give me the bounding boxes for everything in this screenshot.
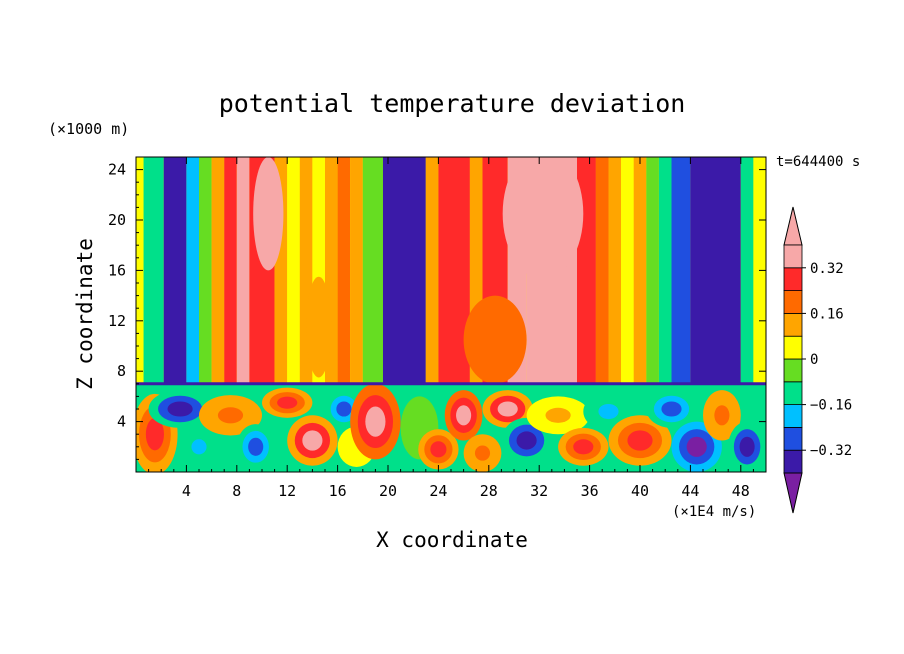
colorbar-segment	[783, 290, 803, 314]
upper-patch	[306, 276, 332, 378]
colorbar-segment	[783, 449, 803, 474]
x-tick-label: 8	[232, 482, 241, 500]
y-tick-label: 24	[108, 161, 126, 179]
y-tick-label: 16	[108, 261, 126, 279]
upper-column	[671, 157, 691, 384]
lower-blob	[686, 436, 707, 457]
lower-blob	[365, 406, 386, 437]
colorbar-segment	[783, 244, 803, 269]
upper-column	[143, 157, 164, 384]
lower-blob	[248, 437, 264, 456]
x-tick-label: 48	[732, 482, 750, 500]
colorbar-segment	[783, 335, 803, 360]
colorbar-segment	[783, 426, 803, 451]
x-axis-label: X coordinate	[376, 528, 528, 552]
x-unit-label: (×1E4 m/s)	[672, 504, 756, 520]
upper-column	[740, 157, 754, 384]
lower-blob	[661, 401, 682, 417]
colorbar-label: 0.16	[810, 306, 844, 322]
colorbar-label: −0.16	[810, 398, 852, 414]
upper-patch	[253, 157, 284, 271]
lower-blob	[714, 405, 730, 426]
lower-blob	[430, 441, 447, 458]
upper-column	[690, 157, 741, 384]
x-tick-label: 32	[530, 482, 548, 500]
upper-column	[362, 157, 383, 384]
upper-column	[608, 157, 622, 384]
upper-column	[621, 157, 634, 384]
lower-blob	[474, 445, 491, 461]
chart-title: potential temperature deviation	[219, 89, 686, 118]
upper-patch	[502, 157, 584, 280]
colorbar-label: 0	[810, 352, 818, 368]
y-tick-label: 4	[117, 413, 126, 431]
lower-blob	[336, 401, 352, 417]
lower-blob	[516, 431, 537, 450]
lower-blob	[456, 405, 472, 426]
lower-blob	[191, 439, 207, 455]
y-axis-label: Z coordinate	[73, 238, 97, 390]
y-tick-label: 12	[108, 312, 126, 330]
colorbar-label: −0.32	[810, 443, 852, 459]
upper-column	[163, 157, 187, 384]
colorbar-segment	[783, 381, 803, 405]
upper-column	[438, 157, 451, 384]
upper-column	[350, 157, 363, 384]
upper-patch	[463, 295, 527, 384]
lower-blob	[739, 436, 755, 457]
x-tick-label: 20	[379, 482, 397, 500]
colorbar-segment	[783, 404, 803, 428]
colorbar: 0.32 0.16 0 −0.16 −0.32	[783, 206, 852, 514]
x-tick-label: 44	[681, 482, 699, 500]
x-tick-label: 24	[429, 482, 447, 500]
upper-column	[658, 157, 672, 384]
y-axis: 4 8 12 16 20 24	[108, 161, 766, 460]
upper-column	[646, 157, 659, 384]
colorbar-min-arrow	[783, 472, 803, 514]
lower-blob	[167, 401, 193, 417]
upper-column	[633, 157, 647, 384]
colorbar-segment	[783, 312, 803, 337]
colorbar-label: 0.32	[810, 261, 844, 277]
lower-blob	[627, 430, 653, 451]
lower-blob	[302, 430, 323, 451]
upper-column	[287, 157, 300, 384]
lower-blob	[277, 396, 298, 409]
colorbar-max-arrow	[783, 206, 803, 246]
lower-blob	[411, 415, 428, 441]
lower-blob	[545, 407, 571, 423]
upper-column	[199, 157, 212, 384]
upper-column	[224, 157, 237, 384]
y-tick-label: 8	[117, 362, 126, 380]
x-tick-label: 16	[329, 482, 347, 500]
y-tick-label: 20	[108, 211, 126, 229]
lower-blob	[217, 407, 244, 424]
x-tick-label: 40	[631, 482, 649, 500]
upper-column	[186, 157, 199, 384]
upper-column	[236, 157, 250, 384]
x-tick-label: 12	[278, 482, 296, 500]
lower-blob	[573, 439, 594, 455]
upper-column	[595, 157, 609, 384]
upper-column	[337, 157, 351, 384]
lower-blob	[145, 418, 164, 451]
time-label: t=644400 s	[776, 154, 860, 170]
upper-column	[425, 157, 439, 384]
contour-field	[136, 157, 766, 472]
y-unit-label: (×1000 m)	[48, 120, 129, 138]
colorbar-segment	[783, 267, 803, 291]
upper-column	[211, 157, 225, 384]
colorbar-segment	[783, 358, 803, 383]
x-tick-label: 36	[581, 482, 599, 500]
lower-blob	[497, 401, 518, 417]
x-tick-label: 28	[480, 482, 498, 500]
x-tick-label: 4	[182, 482, 191, 500]
upper-column	[382, 157, 426, 384]
x-axis: 4 8 12 16 20 24 28 32 36 40 44 48	[148, 157, 754, 500]
lower-blob	[598, 403, 619, 420]
